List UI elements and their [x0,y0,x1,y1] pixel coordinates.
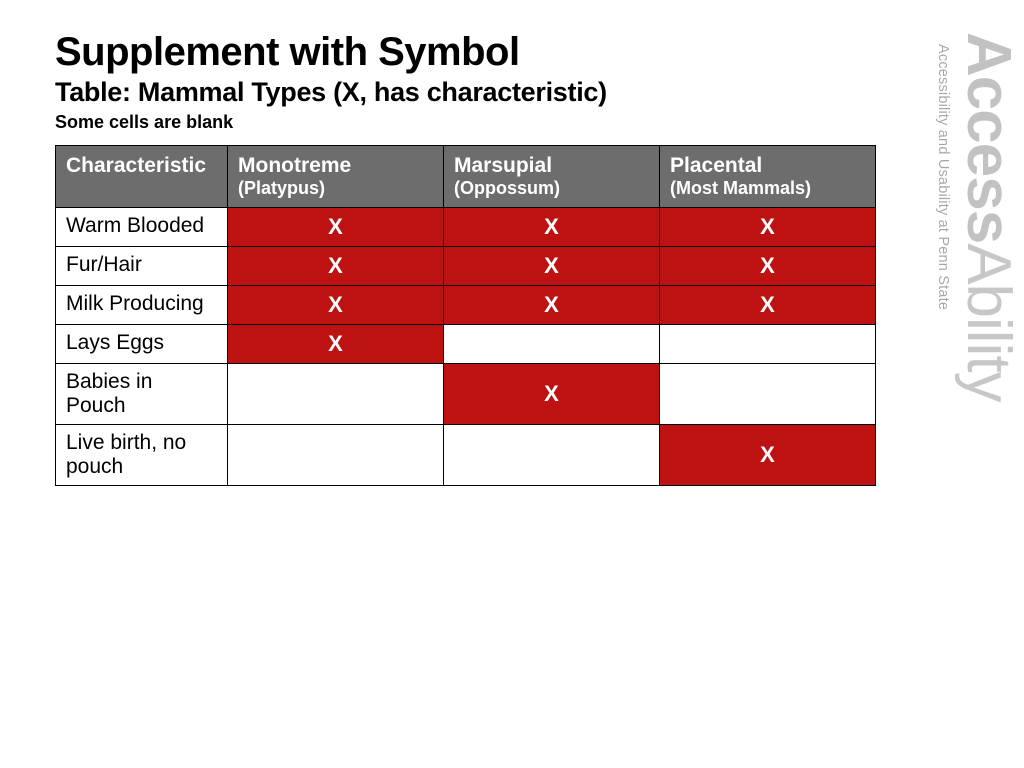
mark-cell: X [660,208,876,247]
row-label: Warm Blooded [56,208,228,247]
row-label: Fur/Hair [56,247,228,286]
slide-content: Supplement with Symbol Table: Mammal Typ… [0,0,1024,486]
mark-cell: X [660,286,876,325]
mark-cell: X [228,247,444,286]
blank-cell [228,364,444,425]
blank-cell [660,325,876,364]
table-row: Fur/HairXXX [56,247,876,286]
blank-cell [444,325,660,364]
mark-cell: X [660,425,876,486]
column-header: Monotreme(Platypus) [228,146,444,208]
mark-cell: X [444,247,660,286]
row-label: Milk Producing [56,286,228,325]
mark-cell: X [228,286,444,325]
table-body: Warm BloodedXXXFur/HairXXXMilk Producing… [56,208,876,486]
row-label: Babies in Pouch [56,364,228,425]
table-header: CharacteristicMonotreme(Platypus)Marsupi… [56,146,876,208]
mammal-types-table: CharacteristicMonotreme(Platypus)Marsupi… [55,145,876,486]
blank-cell [444,425,660,486]
mark-cell: X [228,325,444,364]
row-label: Lays Eggs [56,325,228,364]
table-row: Warm BloodedXXX [56,208,876,247]
column-header: Marsupial(Oppossum) [444,146,660,208]
mark-cell: X [660,247,876,286]
blank-cell [228,425,444,486]
table-row: Milk ProducingXXX [56,286,876,325]
mark-cell: X [228,208,444,247]
note: Some cells are blank [55,112,954,133]
table-row: Lays EggsX [56,325,876,364]
row-label: Live birth, no pouch [56,425,228,486]
mark-cell: X [444,208,660,247]
blank-cell [660,364,876,425]
table-row: Live birth, no pouch X [56,425,876,486]
page-title: Supplement with Symbol [55,30,954,75]
mark-cell: X [444,364,660,425]
table-row: Babies in Pouch X [56,364,876,425]
page-subtitle: Table: Mammal Types (X, has characterist… [55,77,954,108]
column-header: Characteristic [56,146,228,208]
column-header: Placental(Most Mammals) [660,146,876,208]
mark-cell: X [444,286,660,325]
